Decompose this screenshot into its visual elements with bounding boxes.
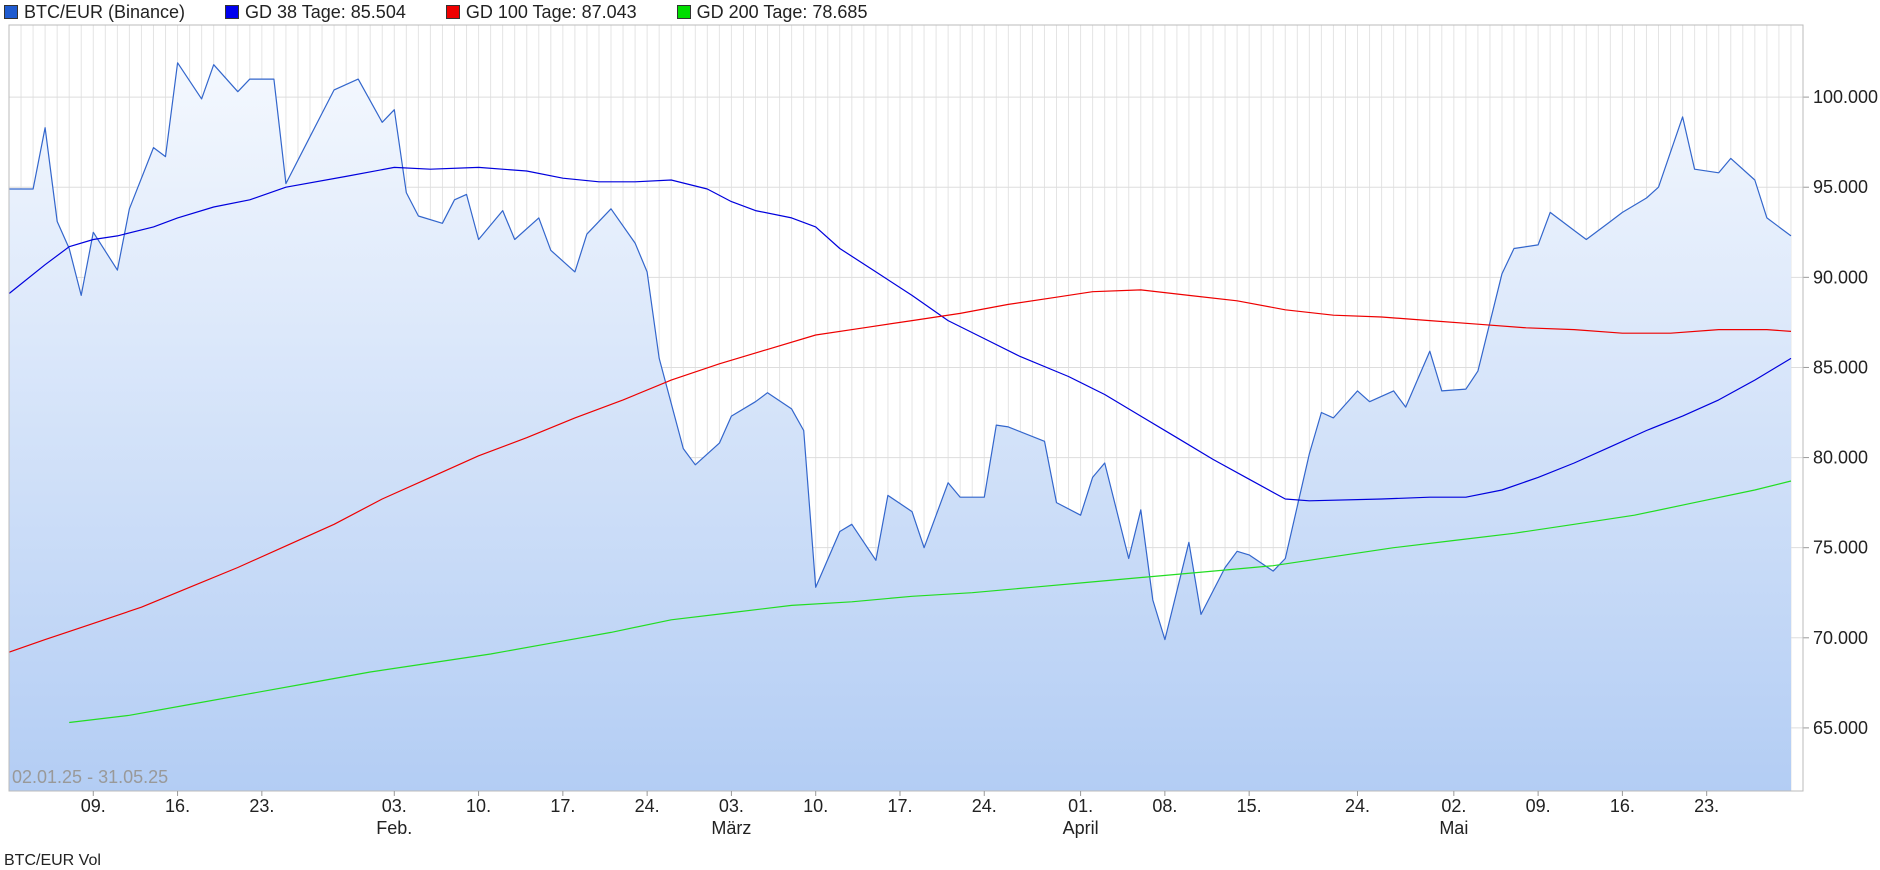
volume-legend: BTC/EUR Vol: [4, 852, 101, 870]
x-tick-label: 23.: [1694, 796, 1719, 816]
date-range-label: 02.01.25 - 31.05.25: [12, 767, 168, 787]
month-label: Mai: [1439, 818, 1468, 838]
y-tick-label: 85.000: [1813, 357, 1868, 377]
plot-frame: [8, 24, 1804, 792]
legend-label-gd100: GD 100 Tage: 87.043: [465, 1, 637, 22]
x-tick-label: 09.: [1526, 796, 1551, 816]
x-tick-label: 16.: [1610, 796, 1635, 816]
legend-label-btc: BTC/EUR (Binance): [24, 1, 186, 22]
legend-item-gd100[interactable]: GD 100 Tage: 87.043: [445, 1, 637, 23]
legend-item-gd38[interactable]: GD 38 Tage: 85.504: [225, 2, 406, 23]
series-area-btc: [9, 62, 1791, 792]
x-tick-label: 08.: [1152, 796, 1177, 816]
series-line-0: [9, 62, 1792, 641]
legend-label-gd38: GD 38 Tage: 85.504: [245, 1, 406, 22]
x-tick-label: 24.: [972, 796, 997, 816]
y-tick-label: 65.000: [1813, 718, 1868, 738]
month-label: April: [1063, 818, 1099, 838]
series-line-1: [8, 166, 1792, 502]
chart-legend: BTC/EUR (Binance) GD 38 Tage: 85.504 GD …: [4, 1, 907, 23]
y-tick-label: 70.000: [1813, 628, 1868, 648]
x-tick-label: 15.: [1237, 796, 1262, 816]
x-tick-label: 03.: [382, 796, 407, 816]
y-tick-label: 90.000: [1813, 267, 1868, 287]
x-tick-label: 16.: [165, 796, 190, 816]
y-tick-label: 80.000: [1813, 448, 1868, 468]
x-tick-label: 01.: [1068, 796, 1093, 816]
legend-swatch-btc: [4, 5, 18, 19]
x-tick-label: 09.: [81, 796, 106, 816]
legend-label-gd200: GD 200 Tage: 78.685: [696, 1, 868, 22]
x-tick-label: 24.: [1345, 796, 1370, 816]
x-tick-label: 24.: [635, 796, 660, 816]
y-tick-label: 75.000: [1813, 538, 1868, 558]
x-tick-label: 02.: [1441, 796, 1466, 816]
series-line-3: [69, 480, 1792, 724]
legend-item-gd200[interactable]: GD 200 Tage: 78.685: [676, 1, 868, 23]
x-tick-label: 10.: [803, 796, 828, 816]
legend-swatch-gd200: [676, 5, 691, 19]
volume-legend-label: BTC/EUR Vol: [4, 852, 101, 869]
legend-item-btc[interactable]: BTC/EUR (Binance): [4, 2, 185, 23]
month-label: Feb.: [376, 818, 412, 838]
x-tick-label: 17.: [550, 796, 575, 816]
month-label: März: [711, 818, 751, 838]
x-tick-label: 17.: [887, 796, 912, 816]
legend-swatch-gd100: [445, 5, 460, 19]
y-tick-label: 100.000: [1813, 87, 1878, 107]
y-tick-label: 95.000: [1813, 177, 1868, 197]
x-tick-label: 03.: [719, 796, 744, 816]
x-tick-label: 10.: [466, 796, 491, 816]
series-line-2: [8, 289, 1792, 653]
legend-swatch-gd38: [225, 5, 240, 19]
x-tick-label: 23.: [249, 796, 274, 816]
